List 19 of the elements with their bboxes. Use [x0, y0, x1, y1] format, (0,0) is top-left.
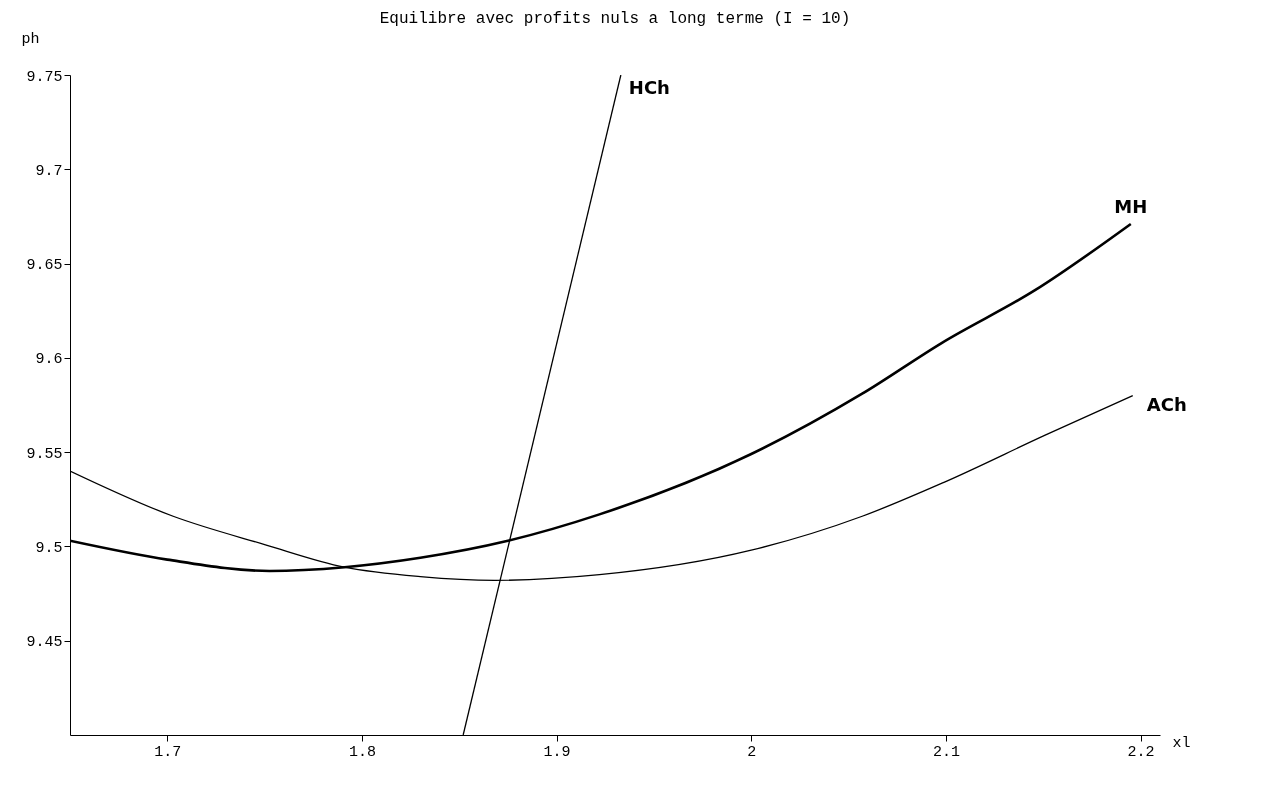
y-tick-label: 9.7 — [35, 162, 63, 180]
x-tick-label: 1.8 — [348, 743, 376, 761]
y-tick-label: 9.6 — [35, 351, 63, 369]
series-label: ACh — [1146, 393, 1187, 415]
y-tick-label: 9.45 — [26, 634, 63, 652]
series-label: HCh — [628, 77, 670, 98]
y-tick-label: 9.5 — [35, 539, 63, 557]
y-tick-label: 9.65 — [26, 257, 63, 275]
x-axis-title: xl — [1172, 734, 1191, 752]
x-tick-label: 2.2 — [1127, 743, 1155, 761]
x-tick-label: 2 — [747, 743, 757, 761]
series-label: MH — [1114, 195, 1148, 217]
y-tick-label: 9.75 — [26, 68, 63, 86]
y-tick-label: 9.55 — [26, 445, 63, 463]
x-tick-label: 1.7 — [154, 743, 182, 761]
y-axis-title: ph — [21, 30, 40, 48]
chart-title: Equilibre avec profits nuls a long terme (I = 10) — [379, 10, 851, 28]
x-tick-label: 2.1 — [932, 743, 960, 761]
x-tick-label: 1.9 — [543, 743, 571, 761]
